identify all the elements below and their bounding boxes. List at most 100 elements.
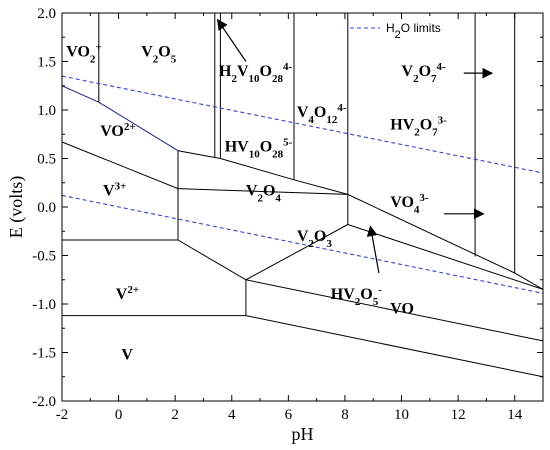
species-label-hv2o5-part-3: 5: [373, 296, 379, 308]
species-label-v2o5-part-2: O: [158, 44, 170, 61]
boundary-line-1: [177, 150, 544, 290]
species-label-vo2-plus-plus-part-1: 2+: [124, 121, 136, 133]
x-tick-label-6: 10: [394, 407, 409, 423]
species-label-vo2-plus-part-0: VO: [66, 44, 90, 61]
y-axis-title: E (volts): [6, 176, 27, 239]
species-label-v4o12-part-1: 4: [308, 114, 314, 126]
species-label-v3-plus: V3+: [103, 180, 126, 199]
species-label-hv2o5-part-2: O: [360, 286, 372, 303]
species-label-v2o7-part-1: 2: [413, 73, 419, 85]
species-label-v2o5-part-3: 5: [171, 54, 177, 66]
species-label-v-part-0: V: [121, 346, 133, 363]
y-tick-label-2: -1.0: [32, 297, 56, 313]
x-axis-title: pH: [292, 424, 314, 444]
y-tick-label-3: -0.5: [32, 249, 56, 265]
species-label-v2o5-part-1: 2: [153, 54, 159, 66]
legend-label: H2O limits: [386, 21, 441, 41]
annotation-arrows: [217, 18, 494, 274]
species-label-v2o3-part-3: 3: [326, 238, 332, 250]
species-label-vo-part-0: VO: [390, 301, 414, 318]
y-tick-label-4: 0.0: [37, 200, 56, 216]
x-tick-label-5: 8: [341, 407, 349, 423]
species-label-v2o5: V2O5: [141, 44, 177, 66]
species-label-h2v10o28-part-1: 2: [231, 73, 237, 85]
species-label-hv10o28-part-1: 10: [249, 149, 260, 161]
species-label-v2o5-part-0: V: [141, 44, 153, 61]
species-label-vo4: VO43-: [390, 192, 429, 216]
species-label-v2o4: V2O4: [246, 182, 282, 204]
x-tick-label-4: 6: [285, 407, 293, 423]
water-limit-lines: [61, 75, 544, 294]
species-label-v2-plus: V2+: [116, 284, 139, 303]
species-label-v3-plus-part-1: 3+: [115, 180, 127, 192]
phase-boundaries: [61, 13, 544, 378]
species-label-v2o3-part-2: O: [314, 228, 326, 245]
species-label-v: V: [121, 346, 133, 363]
species-label-v2o7: V2O74-: [402, 61, 447, 85]
species-label-vo2-plus-part-1: 2: [90, 54, 96, 66]
y-tick-label-6: 1.0: [37, 103, 56, 119]
species-label-v2o4-part-0: V: [246, 182, 258, 199]
x-tick-label-2: 2: [171, 407, 179, 423]
species-label-vo4-part-0: VO: [390, 194, 414, 211]
species-label-h2v10o28-part-2: V: [237, 63, 249, 80]
species-label-vo2-plus-plus-part-0: VO: [100, 123, 124, 140]
species-label-v4o12: V4O124-: [297, 102, 347, 126]
boundary-line-4: [62, 188, 179, 241]
species-label-vo2-plus-part-2: +: [95, 42, 101, 54]
legend: H2O limits: [350, 21, 441, 41]
species-label-hv10o28-part-0: HV: [225, 139, 249, 156]
x-tick-label-1: 0: [115, 407, 123, 423]
axes: -2 0 2 4 6 8 10 12 14-2.0-1.5-1.0-0.50.00.51.01.…: [6, 6, 544, 444]
species-label-h2v10o28-part-0: H: [219, 63, 232, 80]
species-label-hv2o7-part-1: 2: [414, 126, 420, 138]
species-label-hv2o7-part-0: HV: [390, 116, 414, 133]
species-label-h2v10o28-part-4: O: [260, 63, 272, 80]
species-label-hv10o28-part-2: O: [260, 139, 272, 156]
species-labels: VO2+ V2O5H2V10O284-HV10O285-V4O124-V2O74-…: [66, 42, 447, 364]
species-label-hv2o7-part-4: 3-: [438, 114, 448, 126]
species-label-v2o4-part-3: 4: [275, 192, 281, 204]
species-label-v2o7-part-0: V: [402, 63, 414, 80]
x-tick-label-7: 12: [451, 407, 466, 423]
boundary-line-7: [245, 279, 544, 342]
arrow-hv2o5: [366, 225, 380, 274]
species-label-vo4-part-2: 3-: [419, 192, 429, 204]
species-label-v2o4-part-2: O: [263, 182, 275, 199]
species-label-hv2o5-part-0: HV: [331, 286, 355, 303]
species-label-hv10o28-part-4: 5-: [283, 137, 293, 149]
y-tick-label-8: 2.0: [37, 6, 56, 22]
species-label-h2v10o28: H2V10O284-: [219, 61, 292, 85]
species-label-h2v10o28-part-3: 10: [249, 73, 261, 85]
y-tick-label-0: -2.0: [32, 394, 56, 410]
species-label-hv2o5: HV2O5-: [331, 284, 382, 308]
legend-label-part-0: H: [386, 21, 395, 35]
species-label-hv2o5-part-4: -: [378, 284, 382, 296]
species-label-vo4-part-1: 4: [414, 204, 420, 216]
y-tick-label-7: 1.5: [37, 55, 56, 71]
species-label-hv10o28: HV10O285-: [225, 137, 293, 161]
species-label-v2-plus-part-1: 2+: [127, 284, 139, 296]
species-label-v2o7-part-4: 4-: [437, 61, 447, 73]
species-label-hv10o28-part-3: 28: [272, 149, 284, 161]
species-label-vo2-plus: VO2+: [66, 42, 101, 66]
species-label-v2o3-part-1: 2: [308, 238, 314, 250]
y-tick-label-1: -1.5: [32, 346, 56, 362]
x-tick-label-3: 4: [228, 407, 236, 423]
plot-frame: [61, 12, 544, 402]
water-limit-line-0: [61, 75, 544, 174]
arrow-h2v10o28: [217, 18, 247, 62]
x-tick-label-0: -2: [56, 407, 69, 423]
species-label-v4o12-part-2: O: [314, 104, 326, 121]
species-label-v2o7-part-2: O: [419, 63, 431, 80]
boundary-line-3: [177, 188, 544, 290]
species-label-v2o3: V2O3: [297, 228, 333, 250]
species-label-vo: VO: [390, 301, 414, 318]
y-tick-label-5: 0.5: [37, 152, 56, 168]
species-label-h2v10o28-part-6: 4-: [283, 61, 293, 73]
x-tick-label-8: 14: [507, 407, 523, 423]
legend-label-part-2: O limits: [401, 21, 441, 35]
species-label-v2o7-part-3: 7: [431, 73, 437, 85]
species-label-h2v10o28-part-5: 28: [272, 73, 284, 85]
species-label-hv2o7-part-3: 7: [432, 126, 438, 138]
